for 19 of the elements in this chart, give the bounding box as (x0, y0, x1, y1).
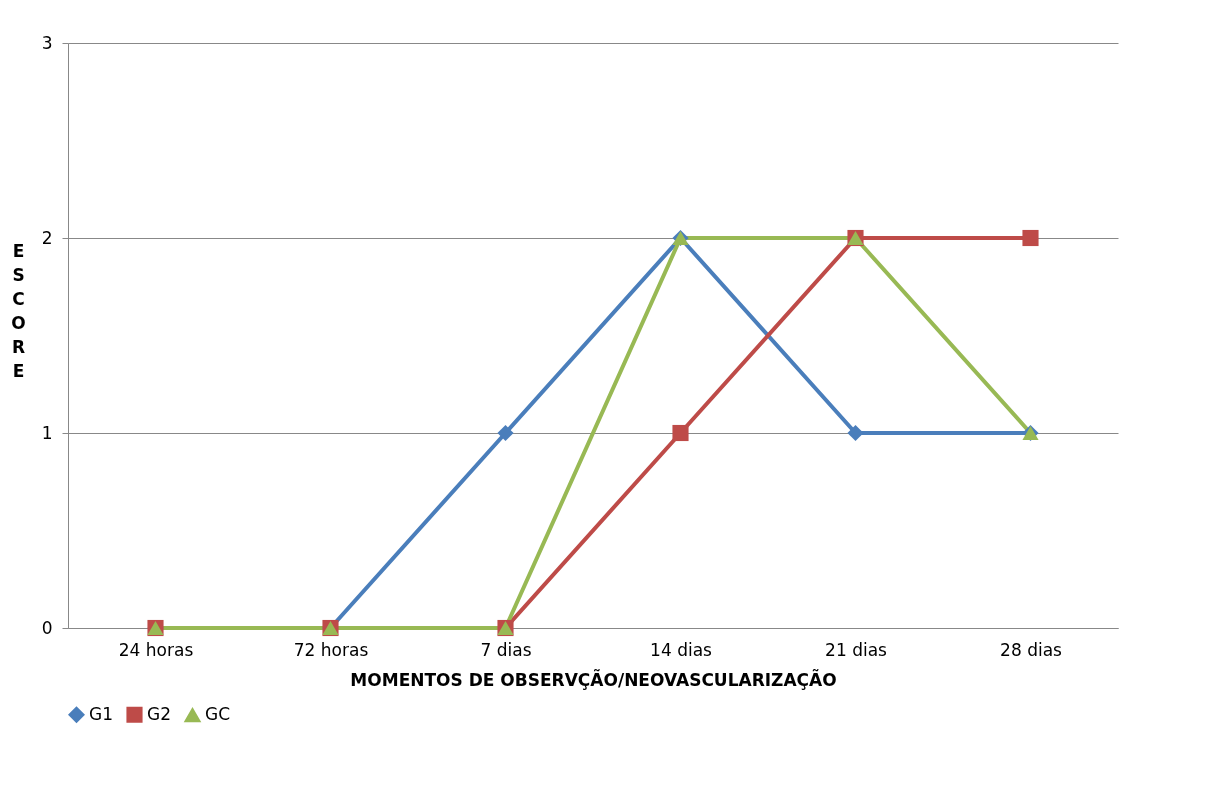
x-tick-label: 72 horas (293, 639, 369, 660)
x-axis-title: MOMENTOS DE OBSERVÇÃO/NEOVASCULARIZAÇÃO (350, 667, 837, 690)
y-tick-label: 3 (41, 32, 53, 53)
x-tick-label: 7 dias (480, 639, 532, 660)
x-tick-label: 21 dias (825, 639, 888, 660)
point (497, 424, 514, 442)
legend-label: G2 (147, 703, 171, 724)
y-tick-label: 2 (41, 227, 53, 248)
legend-label: G1 (89, 703, 113, 724)
legend-label: GC (205, 704, 231, 725)
x-tick-label: 28 dias (1000, 639, 1063, 660)
y-tick-label: 1 (41, 422, 53, 443)
y-tick-label: 0 (41, 617, 53, 638)
x-tick-label: 24 horas (118, 639, 194, 660)
y-axis-title: ESCORE (11, 240, 26, 381)
point (847, 424, 864, 442)
point (1022, 229, 1039, 247)
x-tick-label: 14 dias (650, 639, 713, 660)
point (672, 424, 689, 442)
